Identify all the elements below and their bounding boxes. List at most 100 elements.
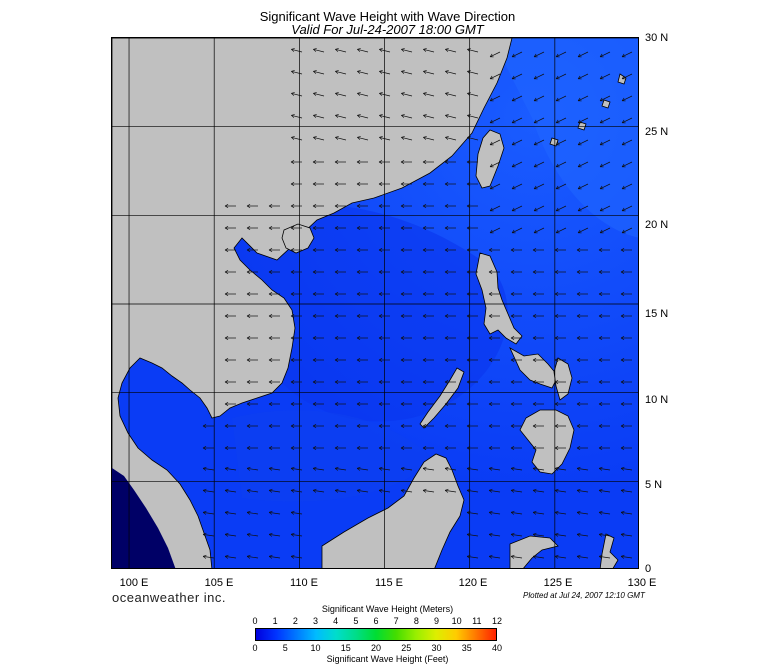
wave-arrow-head bbox=[290, 204, 295, 207]
wave-arrow-head bbox=[202, 512, 207, 515]
wave-arrow-head bbox=[268, 424, 273, 427]
wave-arrow-head bbox=[290, 403, 295, 406]
wave-arrow-head bbox=[466, 315, 471, 318]
wave-arrow-head bbox=[488, 270, 493, 273]
wave-arrow-head bbox=[224, 490, 229, 493]
wave-arrow-head bbox=[422, 182, 427, 185]
wave-arrow-head bbox=[533, 119, 537, 123]
wave-arrow-head bbox=[467, 137, 471, 140]
wave-arrow-head bbox=[401, 48, 405, 50]
wave-arrow-head bbox=[357, 137, 361, 140]
wave-arrow-head bbox=[334, 359, 339, 362]
map-panel[interactable] bbox=[111, 37, 639, 569]
wave-arrow-head bbox=[291, 115, 295, 118]
wave-arrow-head bbox=[510, 359, 515, 362]
wave-arrow-head bbox=[268, 512, 273, 515]
wave-arrow-head bbox=[533, 53, 537, 57]
wave-arrow-head bbox=[511, 229, 515, 233]
wave-arrow-shaft bbox=[577, 51, 589, 58]
wave-arrow-head bbox=[444, 270, 449, 273]
wave-arrow-shaft bbox=[599, 161, 611, 168]
wave-arrow-head bbox=[224, 248, 229, 251]
wave-arrow-head bbox=[489, 532, 493, 535]
wave-arrow-head bbox=[202, 468, 207, 471]
wave-arrow-head bbox=[378, 490, 383, 493]
wave-arrow-shaft bbox=[379, 490, 391, 493]
wave-arrow-head bbox=[466, 205, 471, 208]
wave-arrow-head bbox=[488, 556, 493, 559]
wave-arrow-head bbox=[577, 488, 581, 491]
wave-arrow-shaft bbox=[335, 114, 347, 119]
wave-arrow-head bbox=[334, 182, 339, 185]
wave-arrow-head bbox=[576, 447, 581, 450]
wave-arrow-head bbox=[224, 314, 229, 317]
wave-arrow-head bbox=[621, 207, 625, 211]
wave-arrow-shaft bbox=[357, 92, 369, 97]
wave-arrow-head bbox=[224, 425, 229, 428]
wave-arrow-head bbox=[511, 207, 515, 211]
wave-arrow-head bbox=[554, 402, 559, 405]
wave-arrow-head bbox=[291, 554, 295, 557]
wave-arrow-head bbox=[444, 337, 449, 340]
wave-arrow-head bbox=[269, 488, 273, 491]
wave-map[interactable] bbox=[112, 38, 639, 569]
wave-arrow-head bbox=[444, 490, 449, 493]
wave-arrow-head bbox=[356, 336, 361, 339]
wave-arrow-head bbox=[444, 204, 449, 207]
wave-arrow-head bbox=[489, 185, 493, 189]
wave-arrow-head bbox=[290, 512, 295, 515]
wave-arrow-head bbox=[400, 248, 405, 251]
colorbar-feet-tick: 20 bbox=[370, 643, 381, 653]
wave-arrow-head bbox=[444, 226, 449, 229]
wave-arrow-head bbox=[356, 271, 361, 274]
wave-arrow-head bbox=[291, 532, 295, 535]
wave-arrow-head bbox=[422, 402, 427, 405]
wave-arrow-head bbox=[576, 468, 581, 471]
wave-arrow-head bbox=[467, 466, 471, 469]
wave-arrow-head bbox=[335, 71, 339, 74]
wave-arrow-head bbox=[422, 183, 427, 186]
wave-arrow-head bbox=[423, 49, 427, 52]
wave-arrow-shaft bbox=[445, 136, 457, 141]
wave-arrow-head bbox=[422, 293, 427, 296]
wave-arrow-head bbox=[290, 248, 295, 251]
wave-arrow-head bbox=[445, 93, 449, 96]
wave-arrow-head bbox=[532, 425, 537, 428]
wave-arrow-head bbox=[488, 271, 493, 274]
wave-arrow-head bbox=[422, 314, 427, 317]
wave-arrow-shaft bbox=[291, 92, 303, 97]
wave-arrow-head bbox=[378, 380, 383, 383]
wave-arrow-head bbox=[268, 293, 273, 296]
wave-arrow-head bbox=[533, 229, 537, 233]
wave-arrow-head bbox=[246, 315, 251, 318]
wave-arrow-shaft bbox=[555, 512, 567, 515]
wave-arrow-head bbox=[466, 468, 471, 471]
wave-arrow-head bbox=[202, 447, 207, 450]
wave-arrow-head bbox=[511, 119, 515, 123]
wave-arrow-head bbox=[620, 315, 625, 318]
wave-arrow-head bbox=[444, 248, 449, 251]
wave-arrow-shaft bbox=[555, 117, 567, 124]
wave-arrow-head bbox=[357, 71, 361, 74]
wave-arrow-head bbox=[444, 403, 449, 406]
wave-arrow-head bbox=[510, 468, 515, 471]
wave-arrow-head bbox=[334, 248, 339, 251]
wave-arrow-shaft bbox=[621, 51, 633, 58]
wave-arrow-shaft bbox=[621, 227, 633, 234]
wave-arrow-head bbox=[467, 114, 471, 116]
wave-arrow-head bbox=[599, 185, 603, 189]
colorbar-feet-tick: 5 bbox=[282, 643, 288, 653]
wave-arrow-head bbox=[400, 271, 405, 274]
wave-arrow-head bbox=[621, 119, 625, 123]
wave-arrow-head bbox=[532, 271, 537, 274]
wave-arrow-head bbox=[488, 337, 493, 340]
wave-arrow-shaft bbox=[533, 73, 545, 80]
wave-arrow-shaft bbox=[401, 92, 413, 97]
wave-arrow-head bbox=[532, 402, 537, 405]
wave-arrow-head bbox=[312, 402, 317, 405]
wave-arrow-head bbox=[378, 359, 383, 362]
wave-arrow-head bbox=[400, 380, 405, 383]
wave-arrow-head bbox=[290, 359, 295, 362]
wave-arrow-head bbox=[620, 249, 625, 252]
wave-arrow-head bbox=[445, 70, 449, 72]
